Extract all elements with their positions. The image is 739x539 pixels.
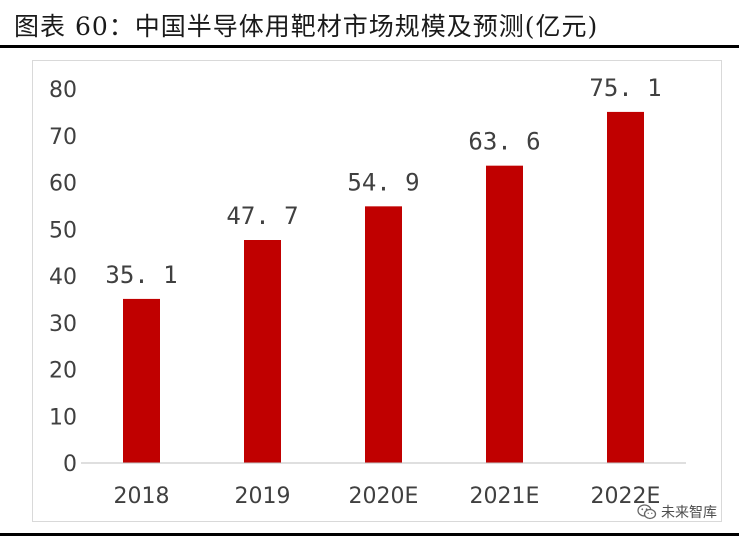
bar-2020E [365,206,402,463]
x-tick-label: 2018 [114,484,170,509]
bar-value-label: 63. 6 [468,128,540,156]
y-tick-label: 50 [49,218,77,243]
bars [123,111,644,464]
chart-frame: 0 10 20 30 40 50 60 70 80 35. 1 47. 7 54. 9 63. 6 75… [32,60,722,522]
bar-2021E [486,165,523,464]
bar-2022E [607,111,644,463]
y-tick-label: 70 [49,125,77,150]
bar-value-label: 54. 9 [347,168,419,196]
bar-chart: 0 10 20 30 40 50 60 70 80 35. 1 47. 7 54. 9 63. 6 75… [49,74,686,509]
y-tick-label: 80 [49,78,77,103]
x-tick-label: 2019 [235,484,291,509]
x-tick-label: 2021E [470,484,540,509]
title-bar: 图表 60：中国半导体用靶材市场规模及预测(亿元) [0,0,739,48]
bar-value-label: 47. 7 [226,202,298,230]
y-tick-label: 60 [49,172,77,197]
bar-value-label: 75. 1 [589,74,661,102]
x-tick-label: 2022E [591,484,661,509]
page-title: 图表 60：中国半导体用靶材市场规模及预测(亿元) [14,12,599,41]
bar-2018 [123,298,160,463]
bar-value-label: 35. 1 [105,261,177,289]
y-tick-label: 20 [49,359,77,384]
y-axis-ticks: 0 10 20 30 40 50 60 70 80 [49,78,77,477]
y-tick-label: 0 [63,452,77,477]
value-labels: 35. 1 47. 7 54. 9 63. 6 75. 1 [105,74,661,289]
wechat-icon [637,504,657,520]
y-tick-label: 10 [49,405,77,430]
bar-2019 [244,240,281,463]
watermark-text: 未来智库 [661,505,717,521]
x-axis-ticks: 2018 2019 2020E 2021E 2022E [114,484,661,509]
y-tick-label: 30 [49,312,77,337]
x-tick-label: 2020E [349,484,419,509]
bottom-rule [0,533,739,536]
y-tick-label: 40 [49,265,77,290]
watermark: 未来智库 [637,502,717,522]
